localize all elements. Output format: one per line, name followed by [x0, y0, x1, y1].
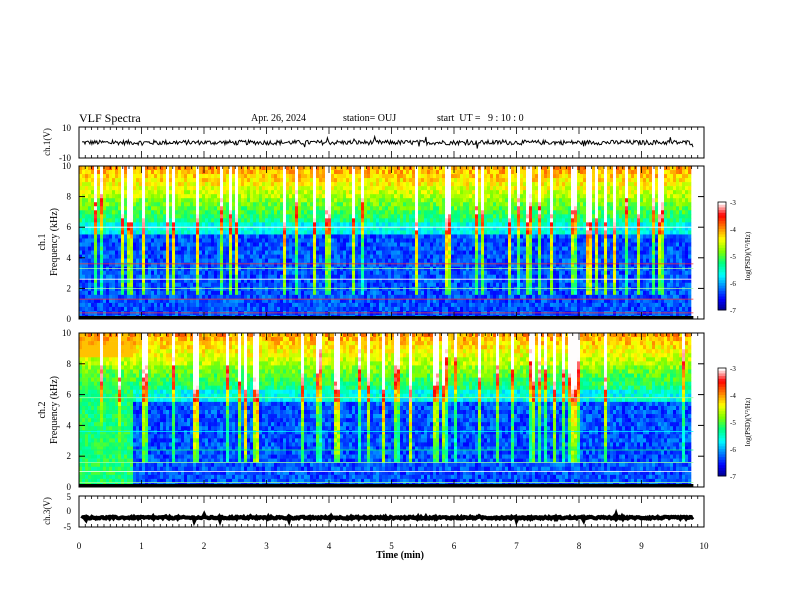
ch1-waveform-ylabel: ch.1(V) — [42, 128, 52, 156]
cbar2-label: log(PSD)(V²/Hz) — [744, 397, 752, 446]
cbar2-tick: -7 — [730, 473, 736, 481]
ch3-ytick-top: 5 — [67, 492, 72, 502]
ch1-spectrogram-image — [79, 166, 694, 320]
ch2-colorbar: -3 -4 -5 -6 -7 log(PSD)(V²/Hz) — [717, 365, 752, 481]
spec2-ytick: 2 — [67, 451, 72, 461]
ch2-spectrogram-ylabel-channel: ch.2 — [37, 402, 48, 419]
cbar1-tick: -3 — [730, 199, 736, 207]
time-axis-tick: 10 — [700, 541, 710, 551]
ch1-ytick-bottom: -10 — [59, 153, 71, 163]
spec2-ytick: 8 — [67, 359, 72, 369]
ch1-spectrogram-ylabel-frequency: Frequency (kHz) — [49, 208, 60, 276]
ch2-spectrogram-ylabel-frequency: Frequency (kHz) — [49, 376, 60, 444]
ch3-waveform-line — [80, 508, 695, 527]
spec2-ytick: 6 — [67, 390, 72, 400]
ch1-ytick-top: 10 — [62, 123, 72, 133]
station-label: station= OUJ — [343, 113, 397, 124]
cbar1-tick: -7 — [730, 307, 736, 315]
figure-title: VLF Spectra — [79, 111, 141, 125]
spec2-ytick: 0 — [67, 482, 72, 492]
spec1-ytick: 10 — [62, 161, 72, 171]
time-axis-tick: 8 — [577, 541, 582, 551]
spec1-ytick: 8 — [67, 192, 72, 202]
time-axis-tick: 9 — [639, 541, 644, 551]
cbar1-tick: -6 — [730, 280, 736, 288]
time-axis: 0 1 2 3 4 5 6 7 8 9 10 — [77, 541, 709, 551]
cbar1-tick: -5 — [730, 253, 736, 261]
time-axis-tick: 6 — [452, 541, 457, 551]
ch1-colorbar: -3 -4 -5 -6 -7 log(PSD)(V²/Hz) — [717, 199, 752, 315]
time-axis-tick: 4 — [327, 541, 332, 551]
ch3-waveform-ylabel: ch.3(V) — [42, 497, 52, 525]
spec2-ytick: 10 — [62, 328, 72, 338]
ch3-ytick-bottom: -5 — [64, 522, 72, 532]
spec1-ytick: 4 — [67, 253, 72, 263]
cbar1-label: log(PSD)(V²/Hz) — [744, 231, 752, 280]
time-axis-tick: 7 — [514, 541, 519, 551]
spec1-ytick: 6 — [67, 222, 72, 232]
spec1-ytick: 0 — [67, 314, 72, 324]
ch2-spectrogram-panel: 0 2 4 6 8 10 ch.2 Frequency (kHz) -3 -4 -5 -6 -7 l… — [37, 328, 752, 492]
cbar1-tick: -4 — [730, 226, 736, 234]
cbar2-tick: -4 — [730, 392, 736, 400]
spec1-ytick: 2 — [67, 283, 72, 293]
ch1-spectrogram-panel: 0 2 4 6 8 10 ch.1 Frequency (kHz) -3 -4 -5 -6 -7 l… — [37, 161, 752, 324]
time-axis-label: Time (min) — [376, 550, 424, 561]
date-label: Apr. 26, 2024 — [251, 113, 306, 124]
time-axis-tick: 1 — [139, 541, 144, 551]
cbar2-tick: -5 — [730, 419, 736, 427]
time-axis-tick: 5 — [389, 541, 394, 551]
ch1-waveform-line — [81, 134, 694, 149]
start-time-label: start UT = 9 : 10 : 0 — [437, 113, 524, 124]
time-axis-tick: 2 — [202, 541, 207, 551]
ch3-ytick-middle: 0 — [67, 506, 72, 516]
time-axis-tick: 0 — [77, 541, 82, 551]
ch2-spectrogram-image — [79, 333, 694, 488]
ch1-spectrogram-ylabel-channel: ch.1 — [37, 234, 48, 251]
spec2-ytick: 4 — [67, 420, 72, 430]
cbar2-tick: -6 — [730, 446, 736, 454]
cbar2-tick: -3 — [730, 365, 736, 373]
time-axis-tick: 3 — [264, 541, 269, 551]
